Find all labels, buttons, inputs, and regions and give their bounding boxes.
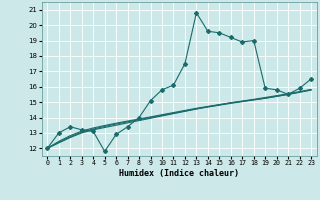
X-axis label: Humidex (Indice chaleur): Humidex (Indice chaleur) [119, 169, 239, 178]
